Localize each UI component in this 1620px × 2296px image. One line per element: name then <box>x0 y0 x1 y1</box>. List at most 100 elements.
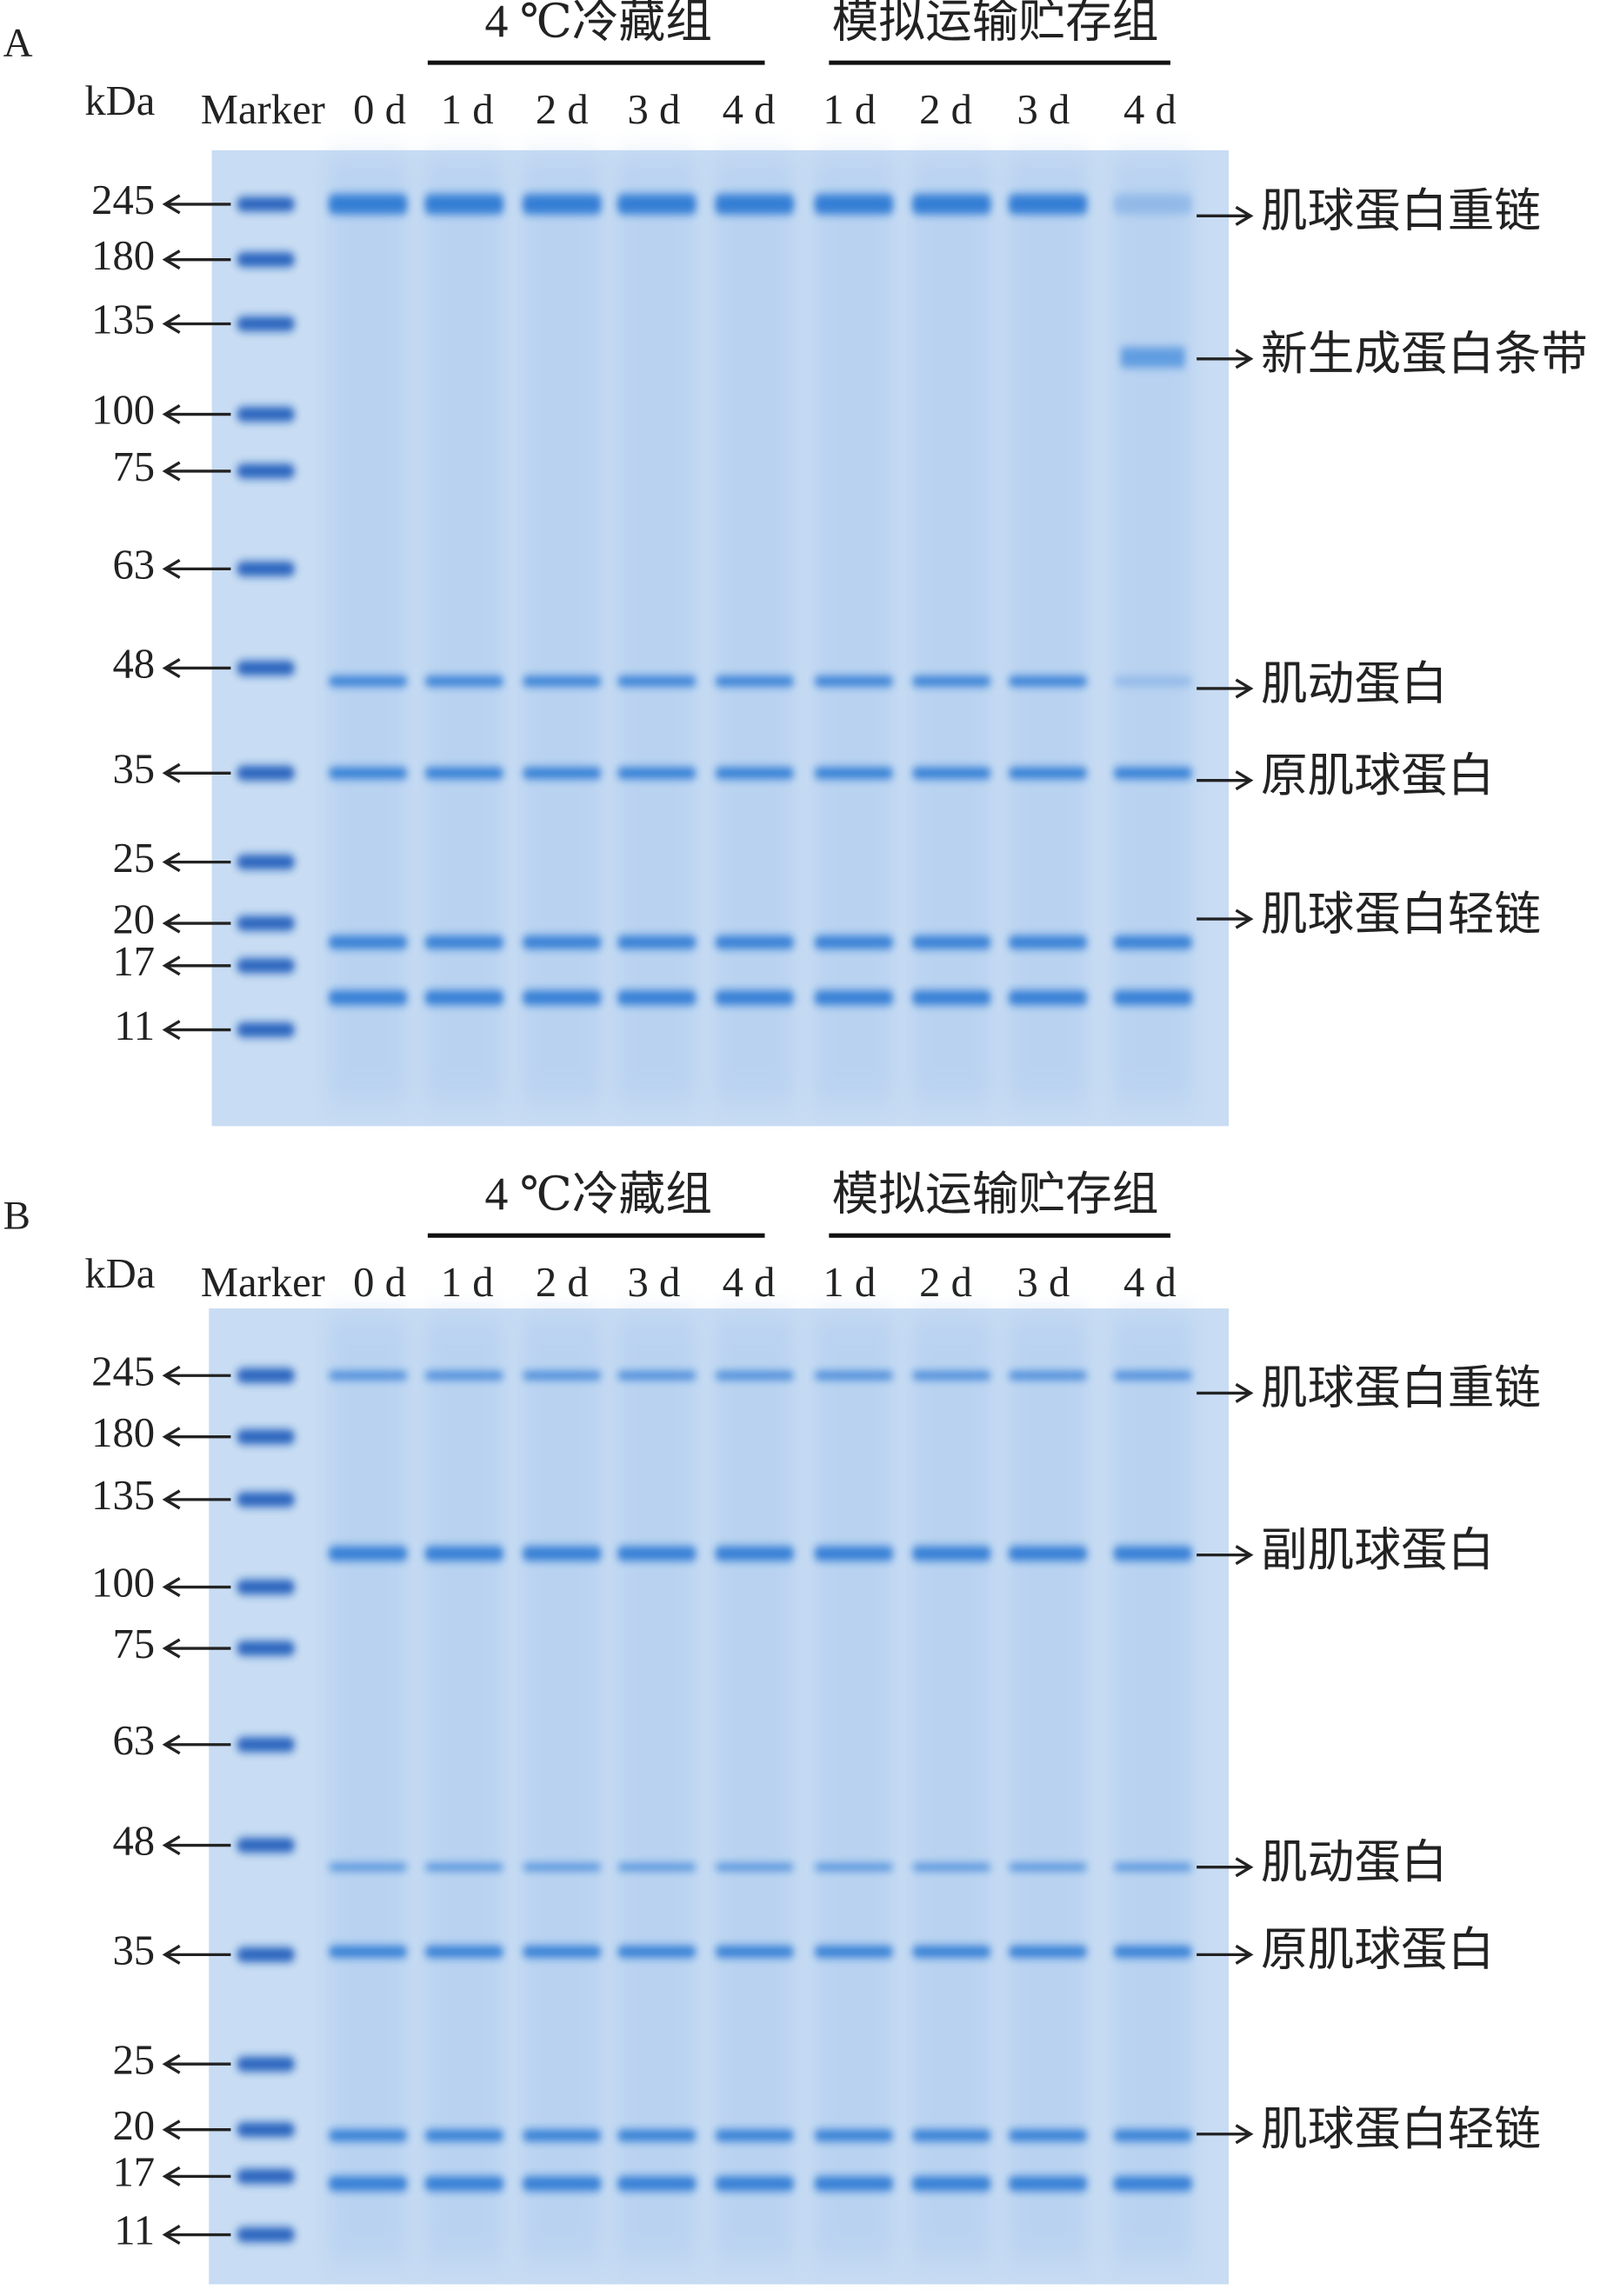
lane-smear <box>617 157 697 1105</box>
group-label: 模拟运输贮存组 <box>832 1168 1159 1221</box>
lane-smear <box>522 157 602 1105</box>
protein-band <box>328 990 408 1006</box>
protein-band <box>328 1864 408 1871</box>
marker-band <box>237 855 296 870</box>
arrow <box>162 762 231 783</box>
protein-band <box>911 990 991 1006</box>
lane-smear <box>1008 157 1088 1105</box>
protein-band <box>522 675 602 687</box>
marker-band <box>237 1492 296 1507</box>
arrow <box>1197 770 1254 791</box>
lane-label: 2 d <box>536 1259 589 1306</box>
arrow <box>162 2120 231 2140</box>
protein-band <box>1113 1372 1193 1380</box>
protein-band <box>617 2176 697 2192</box>
arrow <box>1197 205 1254 226</box>
protein-band <box>814 2129 894 2142</box>
arrow <box>162 1489 231 1510</box>
arrow <box>1197 2124 1254 2145</box>
marker-label: 35 <box>112 745 155 792</box>
marker-label: 75 <box>112 1621 155 1667</box>
protein-band <box>814 767 894 779</box>
protein-band <box>911 2176 991 2192</box>
protein-band <box>911 194 991 215</box>
protein-band <box>617 935 697 949</box>
protein-band <box>1008 1946 1088 1958</box>
protein-band <box>522 194 602 215</box>
protein-band <box>911 1546 991 1561</box>
protein-band <box>911 1946 991 1958</box>
lane-label: Marker <box>201 86 325 133</box>
arrow <box>1197 349 1254 369</box>
arrow <box>162 1427 231 1447</box>
protein-band <box>328 1546 408 1561</box>
marker-label: 48 <box>112 641 155 688</box>
protein-band <box>814 1546 894 1561</box>
protein-band <box>814 1372 894 1380</box>
lane-smear <box>1113 1315 1193 2263</box>
lane-smear <box>814 157 894 1105</box>
marker-band <box>237 1368 296 1383</box>
arrow <box>162 657 231 678</box>
protein-band <box>1008 675 1088 687</box>
protein-band <box>1008 194 1088 215</box>
protein-band <box>328 194 408 215</box>
marker-band <box>237 915 296 931</box>
marker-label: 75 <box>112 443 155 490</box>
protein-band <box>911 767 991 779</box>
lane-smear <box>715 157 795 1105</box>
band-label: 肌动蛋白 <box>1261 1836 1448 1888</box>
protein-band <box>715 1372 795 1380</box>
marker-label: 135 <box>91 296 155 343</box>
protein-band <box>1113 194 1193 215</box>
arrow <box>162 404 231 425</box>
protein-band <box>814 1864 894 1871</box>
band-label: 肌球蛋白重链 <box>1261 1362 1541 1414</box>
protein-band <box>617 1372 697 1380</box>
protein-band <box>715 194 795 215</box>
band-label: 肌球蛋白重链 <box>1261 185 1541 237</box>
lane-smear <box>328 1315 408 2263</box>
band-label: 原肌球蛋白 <box>1261 749 1494 802</box>
lane-label: 1 d <box>823 86 876 133</box>
marker-label: 100 <box>91 387 155 434</box>
protein-band <box>522 1546 602 1561</box>
marker-band <box>237 2227 296 2242</box>
panel-label: A <box>3 20 33 65</box>
lane-label: 0 d <box>353 1259 406 1306</box>
protein-band <box>424 935 504 949</box>
protein-band <box>814 194 894 215</box>
protein-band <box>424 2176 504 2192</box>
marker-band <box>237 1947 296 1962</box>
marker-band <box>237 1838 296 1853</box>
arrow <box>1197 1382 1254 1403</box>
marker-label: 20 <box>112 2102 155 2149</box>
protein-band <box>1008 2176 1088 2192</box>
arrow <box>1197 678 1254 699</box>
lane-smear <box>328 157 408 1105</box>
unit-label: kDa <box>84 1250 155 1297</box>
protein-band <box>814 935 894 949</box>
arrow <box>162 1944 231 1965</box>
arrow <box>162 1638 231 1659</box>
protein-band <box>715 1946 795 1958</box>
protein-band <box>1008 1864 1088 1871</box>
protein-band <box>715 935 795 949</box>
protein-band <box>715 2176 795 2192</box>
marker-label: 245 <box>91 1348 155 1394</box>
marker-label: 48 <box>112 1818 155 1865</box>
protein-band <box>424 2129 504 2142</box>
protein-band <box>522 990 602 1006</box>
lane-label: 4 d <box>1123 86 1177 133</box>
gel-bands <box>237 1315 1193 2263</box>
band-label: 肌球蛋白轻链 <box>1261 2103 1541 2155</box>
protein-band <box>911 675 991 687</box>
marker-label: 135 <box>91 1472 155 1519</box>
marker-band <box>237 1429 296 1445</box>
protein-band <box>522 1864 602 1871</box>
protein-band <box>328 935 408 949</box>
protein-band <box>328 2176 408 2192</box>
arrow <box>162 1835 231 1856</box>
arrow <box>162 250 231 270</box>
